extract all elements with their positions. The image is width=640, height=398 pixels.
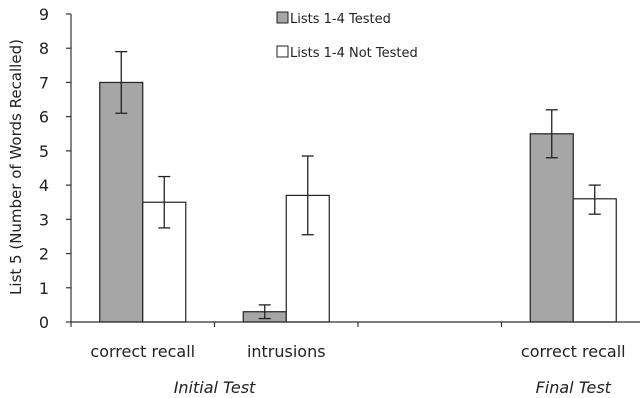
bar [572,198,617,323]
legend-label: Lists 1-4 Tested [290,12,391,27]
legend: Lists 1-4 Tested Lists 1-4 Not Tested [276,11,418,61]
bar [529,133,574,323]
y-tick-label: 0 [39,313,49,332]
bar [99,81,144,323]
axes: 0 1 2 3 4 5 6 7 8 9 correct recall intrusions correc… [39,5,640,397]
y-tick-label: 9 [39,5,49,24]
y-tick-label: 1 [39,279,49,298]
legend-swatch [276,11,289,24]
y-tick-label: 6 [39,108,49,127]
y-axis-label: List 5 (Number of Words Recalled) [7,39,25,295]
y-tick-label: 8 [39,39,49,58]
y-tick-label: 4 [39,176,49,195]
bars [99,50,617,323]
legend-swatch [276,45,289,58]
y-tick-label: 2 [39,245,49,264]
legend-label: Lists 1-4 Not Tested [290,46,418,61]
x-category-label: correct recall [521,342,626,361]
y-tick-label: 3 [39,210,49,229]
y-tick-label: 7 [39,73,49,92]
x-category-label: correct recall [90,342,195,361]
y-tick-label: 5 [39,142,49,161]
x-group-label: Initial Test [174,378,256,397]
x-category-label: intrusions [247,342,326,361]
x-group-label: Final Test [536,378,612,397]
